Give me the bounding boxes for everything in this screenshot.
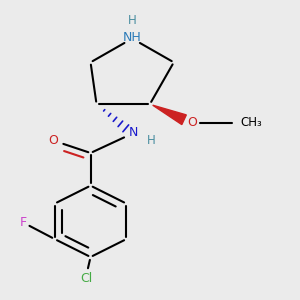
Text: O: O: [49, 134, 58, 147]
Text: NH: NH: [123, 31, 142, 44]
Text: H: H: [147, 134, 156, 147]
Text: Cl: Cl: [80, 272, 92, 285]
Text: CH₃: CH₃: [241, 116, 262, 129]
Text: F: F: [20, 216, 27, 229]
Polygon shape: [153, 105, 186, 124]
Text: O: O: [188, 116, 197, 129]
Text: N: N: [129, 126, 138, 139]
Text: H: H: [128, 14, 136, 27]
